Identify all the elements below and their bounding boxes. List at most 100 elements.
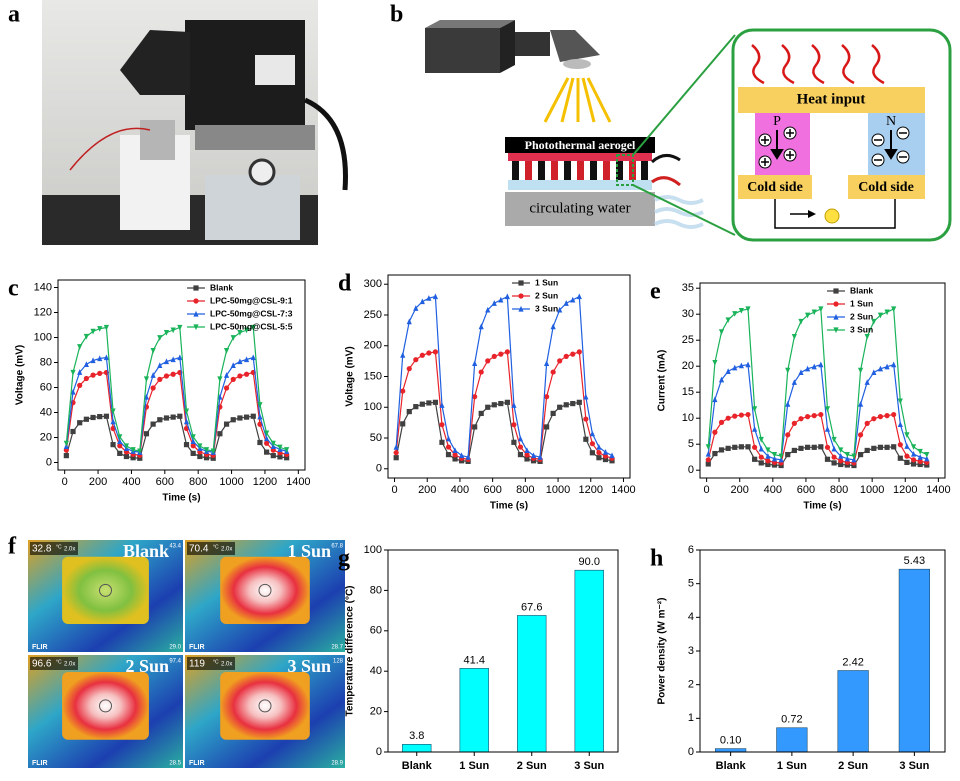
bulb: [824, 208, 840, 224]
current-arrow-head: [808, 210, 816, 218]
y-tick-label: 5: [688, 438, 694, 450]
marker: [805, 414, 811, 420]
plot-frame: [387, 549, 619, 753]
marker: [223, 385, 230, 391]
legend-label: LPC-50mg@CSL-5:5: [210, 321, 293, 331]
marker: [243, 327, 250, 334]
spot-temp: 70.4: [189, 544, 209, 555]
marker: [544, 394, 550, 400]
marker: [910, 457, 917, 463]
legend-label: Blank: [210, 282, 233, 292]
brand: FLIR: [32, 644, 48, 651]
marker: [718, 329, 725, 335]
marker: [752, 406, 758, 412]
zoom-line: [632, 34, 736, 156]
marker: [498, 351, 504, 357]
marker: [738, 444, 744, 450]
marker: [771, 462, 778, 468]
marker: [97, 355, 103, 362]
marker: [110, 408, 116, 415]
marker: [117, 434, 123, 440]
marker: [524, 447, 530, 454]
y-axis-title: Voltage (mV): [345, 346, 356, 406]
marker: [183, 408, 190, 415]
aerogel-bar: [505, 137, 655, 153]
marker: [77, 382, 83, 388]
marker: [190, 443, 196, 449]
scale-low: 28.5: [169, 761, 181, 767]
marker: [705, 461, 711, 467]
y-tick-label: 100: [34, 331, 52, 343]
marker: [732, 364, 738, 371]
marker: [818, 361, 824, 368]
hot-region: [62, 556, 149, 624]
marker: [798, 445, 804, 451]
bar: [574, 569, 604, 753]
marker: [798, 416, 804, 422]
charge-signs: [761, 129, 907, 166]
marker: [445, 452, 452, 458]
marker: [498, 296, 504, 303]
marker: [884, 363, 890, 370]
marker: [725, 415, 731, 421]
marker: [765, 458, 771, 464]
marker: [838, 458, 844, 464]
marker: [498, 400, 504, 407]
marker: [170, 414, 176, 420]
marker: [818, 306, 824, 313]
spot-temp: 119: [189, 659, 205, 670]
marker: [897, 442, 903, 448]
marker: [237, 373, 243, 379]
marker: [413, 357, 419, 363]
stage: [195, 125, 315, 150]
marker: [452, 452, 458, 458]
marker: [824, 444, 831, 450]
y-tick-label: 2: [688, 679, 694, 691]
x-tick-label: 1 Sun: [459, 760, 489, 772]
plot-frame: [699, 549, 946, 753]
aerogel-label: Photothermal aerogel: [525, 138, 636, 152]
marker: [257, 402, 263, 408]
lamp-tube: [515, 32, 550, 56]
bar: [715, 748, 747, 753]
value-label: 2.42: [842, 656, 863, 668]
lamp-side: [500, 20, 515, 73]
heat-label: Heat input: [797, 91, 866, 107]
series-line: [395, 401, 613, 463]
marker: [63, 453, 69, 459]
bar: [837, 670, 869, 753]
marker: [864, 420, 870, 426]
marker: [712, 450, 718, 457]
marker: [557, 404, 563, 410]
marker: [439, 402, 445, 408]
temp-box: [187, 657, 235, 670]
marker: [904, 443, 910, 449]
marker: [491, 353, 497, 359]
marker: [230, 376, 236, 382]
marker: [97, 414, 103, 420]
marker: [458, 452, 465, 459]
x-tick-label: 1200: [579, 484, 603, 496]
x-tick-label: 1000: [219, 476, 243, 488]
marker: [472, 360, 478, 367]
series-line: [65, 371, 287, 456]
x-tick-label: 400: [764, 484, 782, 496]
marker: [897, 455, 903, 461]
marker: [824, 406, 831, 412]
marker: [511, 422, 517, 428]
sticker: [255, 55, 295, 85]
marker: [237, 330, 243, 336]
marker: [70, 428, 76, 435]
series-line: [395, 295, 613, 458]
marker: [478, 369, 484, 375]
x-tick-label: 200: [418, 484, 436, 496]
y-tick-label: 4: [688, 611, 694, 623]
marker: [725, 368, 731, 374]
marker: [137, 455, 143, 461]
marker: [157, 417, 163, 423]
marker: [150, 372, 156, 378]
marker: [485, 358, 491, 364]
marker: [117, 450, 123, 456]
marker: [110, 442, 116, 448]
x-tick-label: 1000: [860, 484, 884, 496]
